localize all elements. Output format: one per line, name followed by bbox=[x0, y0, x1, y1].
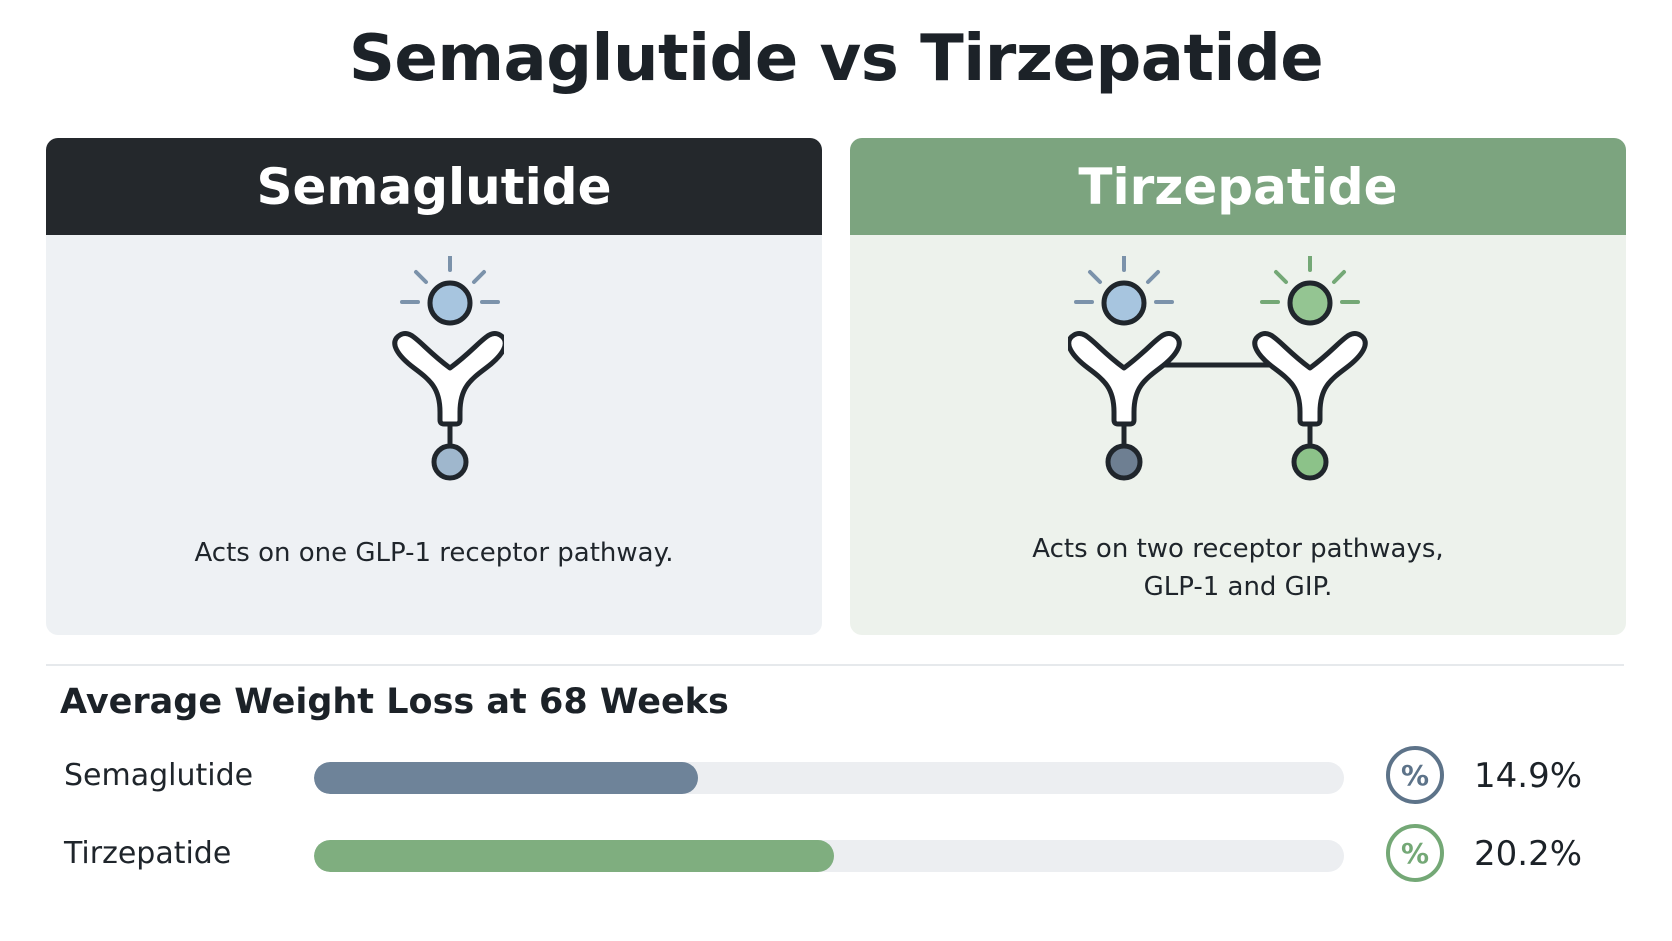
bar-tirzepatide bbox=[314, 840, 835, 872]
chart-title: Average Weight Loss at 68 Weeks bbox=[60, 682, 729, 722]
page-title: Semaglutide vs Tirzepatide bbox=[348, 22, 1324, 96]
percent-icon: % bbox=[1386, 824, 1444, 882]
tirzepatide-description: Acts on two receptor pathways, GLP-1 and… bbox=[850, 530, 1626, 606]
dual-receptor-icon bbox=[1068, 256, 1368, 481]
bar-semaglutide bbox=[314, 762, 698, 794]
single-receptor-icon bbox=[392, 256, 504, 481]
bar-value-label: 14.9% bbox=[1474, 756, 1583, 796]
bar-value-label: 20.2% bbox=[1474, 834, 1583, 874]
semaglutide-description: Acts on one GLP-1 receptor pathway. bbox=[194, 538, 674, 568]
semaglutide-card: Semaglutide Acts on one GLP-1 receptor p… bbox=[46, 138, 822, 635]
tirzepatide-description-line2: GLP-1 and GIP. bbox=[1143, 572, 1333, 602]
tirzepatide-description-line1: Acts on two receptor pathways, bbox=[1032, 534, 1444, 564]
bar-label: Tirzepatide bbox=[64, 836, 232, 871]
bar-row-tirzepatide: Tirzepatide % 20.2% bbox=[0, 824, 1672, 888]
tirzepatide-card: Tirzepatide Acts on two receptor pathway… bbox=[850, 138, 1626, 635]
bar-label: Semaglutide bbox=[64, 758, 254, 793]
bar-row-semaglutide: Semaglutide % 14.9% bbox=[0, 746, 1672, 810]
bar-track bbox=[314, 840, 1344, 872]
percent-icon: % bbox=[1386, 746, 1444, 804]
tirzepatide-card-header: Tirzepatide bbox=[850, 138, 1626, 235]
section-divider bbox=[46, 664, 1624, 666]
bar-track bbox=[314, 762, 1344, 794]
semaglutide-card-header: Semaglutide bbox=[46, 138, 822, 235]
